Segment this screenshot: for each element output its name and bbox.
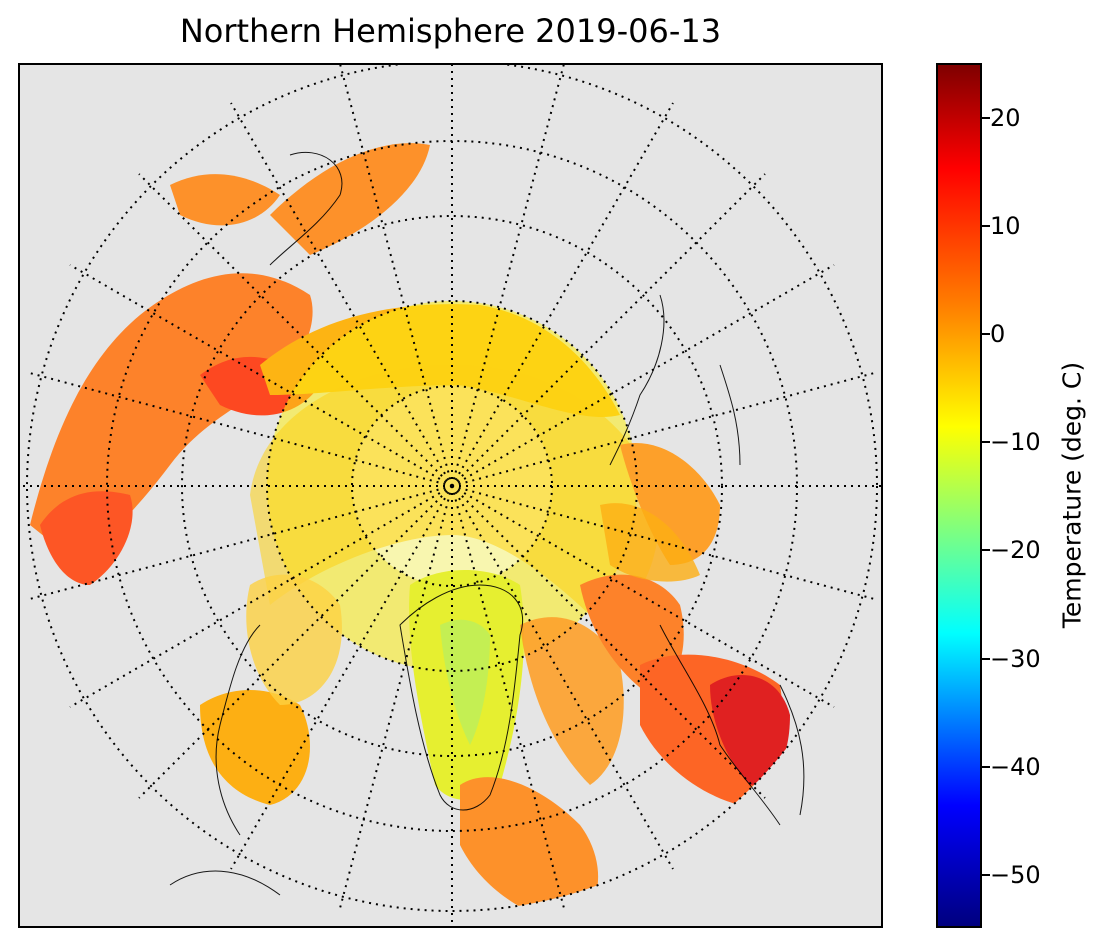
graticule [20,65,881,926]
colorbar-label-minus30: −30 [990,645,1041,673]
colorbar-tick-0 [982,333,990,335]
temperature-overlay [30,143,790,911]
colorbar-tick-20 [982,117,990,119]
colorbar-tick-minus10 [982,441,990,443]
colorbar-label-20: 20 [990,104,1021,132]
coastlines [169,151,805,896]
colorbar-tick-minus30 [982,658,990,660]
colorbar-label-0: 0 [990,320,1006,348]
colorbar-label-minus40: −40 [990,753,1041,781]
map-panel [18,63,883,928]
colorbar [936,63,982,928]
colorbar-title: Temperature (deg. C) [1057,361,1087,629]
colorbar-label-minus10: −10 [990,428,1041,456]
colorbar-tick-10 [982,225,990,227]
map-title: Northern Hemisphere 2019-06-13 [179,12,722,50]
colorbar-label-minus50: −50 [990,861,1041,889]
colorbar-label-minus20: −20 [990,536,1041,564]
colorbar-tick-minus20 [982,549,990,551]
colorbar-label-10: 10 [990,212,1021,240]
colorbar-tick-minus50 [982,874,990,876]
colorbar-tick-minus40 [982,766,990,768]
polar-map [20,65,881,926]
